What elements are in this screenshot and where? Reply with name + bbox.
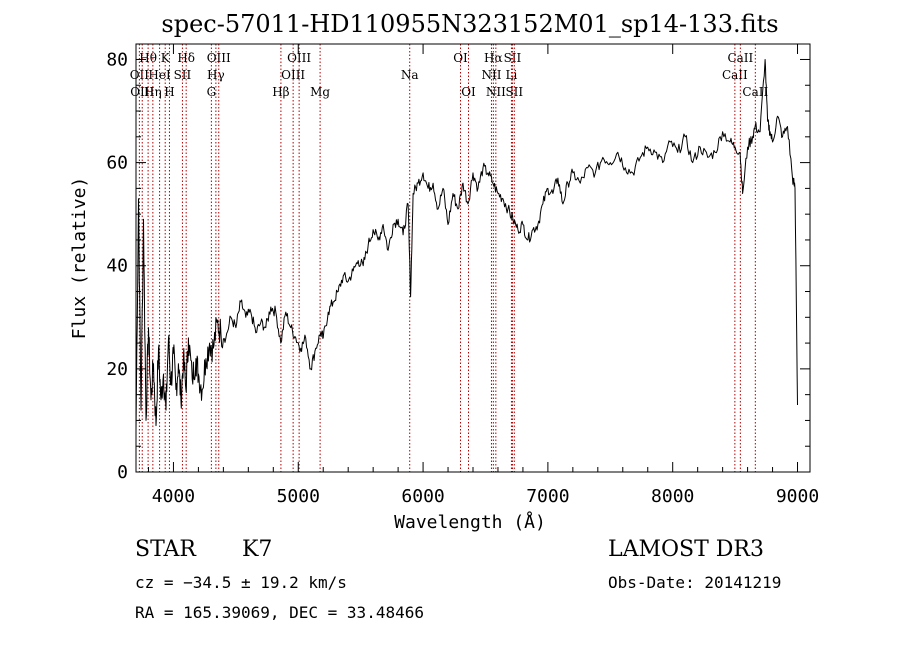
line-marker-label: CaII	[727, 51, 753, 65]
line-marker-label: Hγ	[207, 68, 225, 82]
y-tick-label: 40	[106, 256, 128, 277]
chart-title: spec-57011-HD110955N323152M01_sp14-133.f…	[161, 10, 778, 38]
x-tick-label: 8000	[651, 486, 694, 507]
series-flux	[135, 59, 798, 431]
line-marker-label: HeI	[148, 68, 171, 82]
line-marker-label: OI	[461, 85, 476, 99]
x-tick-label: 4000	[152, 486, 195, 507]
object-class: STAR	[135, 537, 196, 562]
line-marker-label: Hη	[144, 85, 162, 99]
spectral-subclass: K7	[242, 537, 273, 562]
x-tick-label: 7000	[526, 486, 569, 507]
y-tick-label: 80	[106, 49, 128, 70]
line-marker-label: Hδ	[177, 51, 195, 65]
line-marker-label: NII	[481, 68, 501, 82]
line-marker-label: Hβ	[272, 85, 289, 99]
x-tick-label: 6000	[401, 486, 444, 507]
x-tick-label: 9000	[776, 486, 819, 507]
y-axis-label: Flux (relative)	[69, 177, 90, 340]
line-marker-label: OII	[130, 68, 150, 82]
y-tick-label: 0	[117, 462, 128, 483]
line-marker-group: OIIHθOIIIHηHeIKHSIIHδGHγOIIIHβOIIIOIIIMg…	[130, 44, 768, 472]
line-marker-label: CaII	[722, 68, 748, 82]
line-marker-label: H	[164, 85, 174, 99]
plot-frame	[135, 43, 811, 473]
line-marker-label: G	[207, 85, 217, 99]
y-tick-label: 60	[106, 153, 128, 174]
spectrum-chart: spec-57011-HD110955N323152M01_sp14-133.f…	[69, 10, 819, 533]
line-marker-label: SII	[505, 85, 523, 99]
line-marker-label: OIII	[207, 51, 231, 65]
observation-date: Obs-Date: 20141219	[608, 573, 782, 592]
y-tick-label: 20	[106, 359, 128, 380]
x-tick-label: 5000	[277, 486, 320, 507]
survey-name: LAMOST DR3	[608, 537, 764, 562]
line-marker-label: OIII	[281, 68, 305, 82]
ra-dec-coordinates: RA = 165.39069, DEC = 33.48466	[135, 603, 424, 622]
line-marker-label: OI	[453, 51, 468, 65]
axes-group: 4000 5000 6000 7000 8000 9000 0 20 40 60 80	[106, 44, 819, 507]
redshift-cz: cz = −34.5 ± 19.2 km/s	[135, 573, 347, 592]
line-marker-label: OIII	[287, 51, 311, 65]
x-axis-label: Wavelength (Å)	[394, 511, 546, 533]
line-marker-label: SII	[174, 68, 192, 82]
line-marker-label: Na	[401, 68, 419, 82]
line-marker-label: K	[161, 51, 171, 65]
line-marker-label: Li	[506, 68, 518, 82]
flux-series-group	[135, 59, 798, 431]
line-marker-label: SII	[504, 51, 522, 65]
line-marker-label: NII	[486, 85, 506, 99]
line-marker-label: CaII	[742, 85, 768, 99]
line-marker-label: Hα	[484, 51, 503, 65]
line-marker-label: Mg	[310, 85, 330, 99]
